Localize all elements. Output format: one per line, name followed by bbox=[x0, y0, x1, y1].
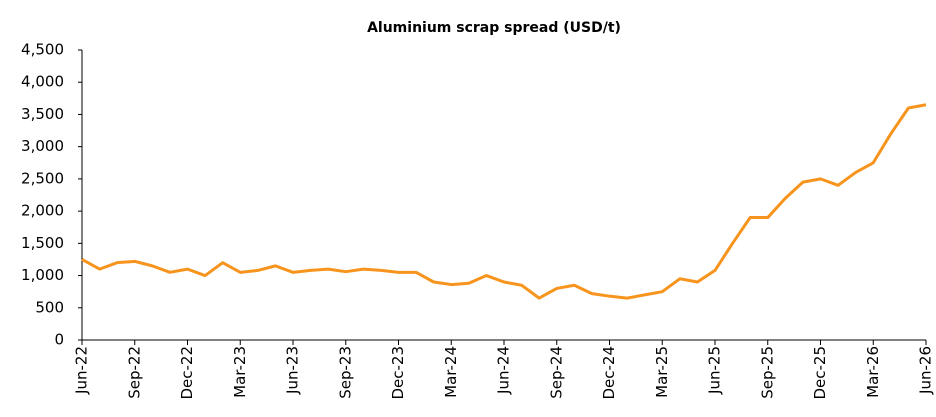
y-tick-label: 3,500 bbox=[21, 105, 64, 123]
y-tick-label: 1,500 bbox=[21, 234, 64, 252]
y-tick-label: 4,500 bbox=[21, 41, 64, 59]
x-tick-label: Mar-26 bbox=[864, 346, 882, 398]
x-tick-label: Dec-22 bbox=[178, 346, 196, 400]
x-tick-label: Jun-26 bbox=[917, 346, 935, 395]
x-tick-label: Sep-22 bbox=[125, 346, 143, 399]
x-tick-label: Mar-23 bbox=[231, 346, 249, 398]
x-tick-label: Dec-25 bbox=[811, 346, 829, 400]
x-tick-label: Sep-23 bbox=[336, 346, 354, 399]
x-tick-label: Jun-23 bbox=[284, 346, 302, 395]
y-tick-label: 500 bbox=[35, 298, 64, 316]
y-tick-label: 4,000 bbox=[21, 73, 64, 91]
y-tick-label: 2,000 bbox=[21, 202, 64, 220]
chart-title: Aluminium scrap spread (USD/t) bbox=[367, 20, 621, 36]
y-tick-label: 3,000 bbox=[21, 137, 64, 155]
x-tick-label: Sep-24 bbox=[547, 346, 565, 399]
x-tick-label: Jun-22 bbox=[73, 346, 91, 395]
x-tick-label: Jun-24 bbox=[495, 346, 513, 395]
x-tick-label: Sep-25 bbox=[758, 346, 776, 399]
x-tick-label: Jun-25 bbox=[706, 346, 724, 395]
x-tick-label: Dec-24 bbox=[600, 346, 618, 400]
y-tick-label: 2,500 bbox=[21, 169, 64, 187]
x-tick-label: Mar-24 bbox=[442, 346, 460, 398]
y-tick-label: 0 bbox=[54, 331, 64, 349]
x-tick-label: Mar-25 bbox=[653, 346, 671, 398]
x-tick-label: Dec-23 bbox=[389, 346, 407, 400]
line bbox=[81, 103, 927, 300]
y-tick-label: 1,000 bbox=[21, 266, 64, 284]
